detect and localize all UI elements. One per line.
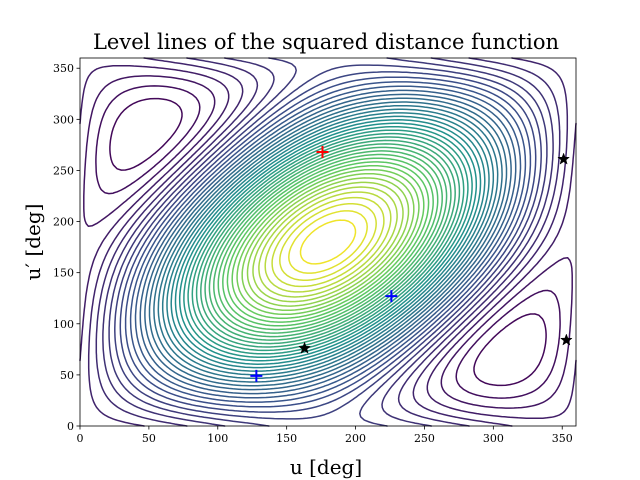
contour-line <box>213 150 443 334</box>
contour-line <box>204 143 452 341</box>
contour-line <box>231 164 425 320</box>
x-tick-label: 100 <box>207 432 228 445</box>
x-axis-label: u [deg] <box>290 455 362 479</box>
star-marker <box>557 152 570 165</box>
contour-line <box>102 57 554 427</box>
contour-line <box>187 129 469 355</box>
plot-frame <box>79 57 577 427</box>
maximum-marker <box>316 146 329 159</box>
y-tick-label: 100 <box>53 318 74 331</box>
star-marker <box>298 341 311 354</box>
minimum-marker <box>250 369 263 382</box>
x-tick-label: 250 <box>414 432 435 445</box>
contour-line <box>200 139 456 345</box>
contour-line <box>246 177 410 307</box>
y-axis-label: u′ [deg] <box>21 204 45 281</box>
contour-line <box>148 97 508 387</box>
y-tick-label: 350 <box>53 62 74 75</box>
contour-line <box>161 108 495 376</box>
minimum-marker <box>385 290 398 303</box>
contour-line <box>174 119 482 365</box>
contour-line <box>279 202 377 282</box>
contour-lines <box>79 57 577 427</box>
contour-line <box>288 210 368 274</box>
chart-title: Level lines of the squared distance func… <box>93 30 559 54</box>
star-marker <box>559 333 573 346</box>
x-axis-ticks: 0 50 100 150 200 250 300 350 <box>77 426 573 445</box>
y-tick-label: 300 <box>53 113 74 126</box>
contour-line <box>208 146 448 338</box>
contour-line <box>108 57 548 427</box>
contour-line <box>241 172 415 312</box>
x-tick-label: 350 <box>552 432 573 445</box>
contour-line <box>119 71 537 413</box>
contour-line <box>134 85 522 399</box>
x-tick-label: 50 <box>142 432 156 445</box>
contour-line <box>166 112 490 372</box>
contour-line <box>114 64 542 420</box>
contour-line <box>236 168 420 316</box>
contour-line <box>124 76 532 408</box>
contour-line <box>299 219 357 265</box>
contour-line <box>157 104 499 380</box>
contour-line <box>83 75 573 409</box>
contour-line <box>195 136 461 348</box>
contour-line <box>95 85 561 399</box>
contour-line <box>252 181 404 303</box>
contour-line <box>258 186 398 298</box>
y-tick-label: 0 <box>67 420 74 433</box>
contour-line <box>153 101 503 383</box>
y-tick-label: 250 <box>53 164 74 177</box>
markers <box>250 146 573 382</box>
contour-line <box>271 196 385 288</box>
y-axis-ticks: 0 50 100 150 200 250 300 350 <box>53 62 80 433</box>
contour-line <box>139 89 517 395</box>
contour-line <box>226 161 430 323</box>
contour-line <box>183 125 473 359</box>
contour-line <box>109 97 547 387</box>
contour-line <box>264 191 392 293</box>
contour-line <box>170 115 486 369</box>
contour-line <box>87 57 569 427</box>
x-tick-label: 150 <box>276 432 297 445</box>
x-tick-label: 300 <box>483 432 504 445</box>
y-tick-label: 50 <box>60 369 74 382</box>
contour-line <box>129 81 527 403</box>
contour-line <box>222 157 434 327</box>
contour-line <box>95 57 561 427</box>
contour-line <box>79 64 577 420</box>
y-tick-label: 150 <box>53 267 74 280</box>
y-tick-label: 200 <box>53 216 74 229</box>
x-tick-label: 0 <box>77 432 84 445</box>
contour-line <box>217 153 439 331</box>
contour-line <box>144 93 512 391</box>
contour-line <box>178 122 478 362</box>
x-tick-label: 200 <box>345 432 366 445</box>
contour-line <box>191 132 465 352</box>
